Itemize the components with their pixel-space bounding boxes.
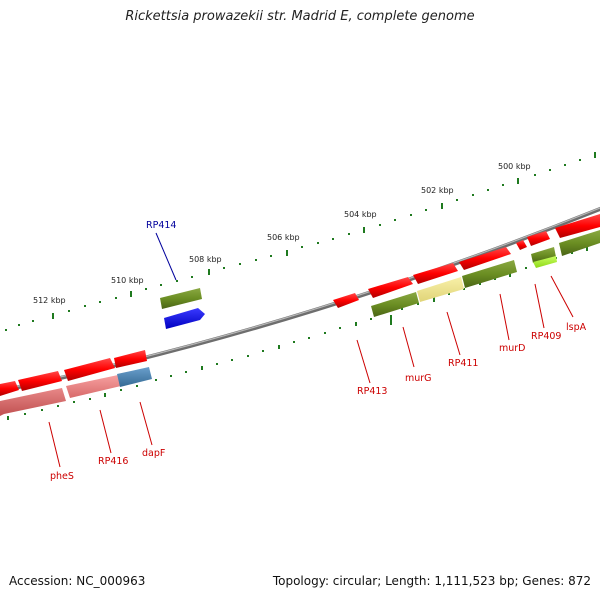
cds-feature [527, 231, 550, 246]
scale-label-500: 500 kbp [498, 162, 531, 171]
middle-features [160, 288, 205, 329]
left-reverse-track [0, 367, 152, 416]
scale-label-506: 506 kbp [267, 233, 300, 242]
gene-label-dapF: dapF [142, 448, 165, 459]
cds-feature [459, 247, 511, 270]
gene-labels: RP414 RP413 murG RP411 murD RP409 lspA p… [50, 220, 587, 482]
scale-label-510: 510 kbp [111, 276, 144, 285]
reverse-cds-track [371, 230, 600, 317]
gene-label-RP411: RP411 [448, 358, 478, 369]
cds-feature [114, 350, 147, 368]
outer-tick-ring [5, 152, 596, 331]
label-leader-lines [48, 232, 574, 468]
cds-feature [66, 375, 121, 398]
cds-feature [516, 240, 527, 250]
map-title: Rickettsia prowazekii str. Madrid E, com… [125, 9, 475, 24]
cds-feature [531, 247, 556, 263]
cds-feature [164, 308, 205, 329]
scale-label-504: 504 kbp [344, 210, 377, 219]
gene-label-murD: murD [499, 343, 526, 354]
scale-labels: 500 kbp 502 kbp 504 kbp 506 kbp 508 kbp … [33, 162, 531, 305]
cds-feature [413, 263, 458, 284]
cds-feature [64, 358, 115, 381]
cds-feature [18, 371, 62, 391]
forward-cds-track [333, 214, 600, 308]
scale-label-508: 508 kbp [189, 255, 222, 264]
genome-summary-label: Topology: circular; Length: 1,111,523 bp… [272, 574, 591, 588]
cds-feature [368, 277, 413, 298]
left-forward-track [0, 350, 147, 396]
cds-feature [160, 288, 202, 309]
cds-feature [333, 293, 359, 308]
cds-feature [555, 214, 600, 238]
cds-feature [371, 292, 419, 317]
gene-label-murG: murG [405, 373, 432, 384]
cds-feature [533, 256, 557, 268]
scale-label-512: 512 kbp [33, 296, 66, 305]
gene-label-lspA: lspA [566, 322, 587, 333]
cds-feature [0, 388, 66, 416]
gene-label-RP409: RP409 [531, 331, 561, 342]
gene-label-RP416: RP416 [98, 456, 128, 467]
gene-label-RP413: RP413 [357, 386, 387, 397]
cds-feature [417, 277, 464, 302]
gene-label-RP414: RP414 [146, 220, 176, 231]
accession-label: Accession: NC_000963 [9, 574, 146, 588]
cds-feature [462, 260, 517, 288]
cds-feature [559, 230, 600, 256]
cds-feature [117, 367, 152, 387]
gene-label-pheS: pheS [50, 471, 74, 482]
scale-label-502: 502 kbp [421, 186, 454, 195]
cds-feature [0, 381, 19, 396]
